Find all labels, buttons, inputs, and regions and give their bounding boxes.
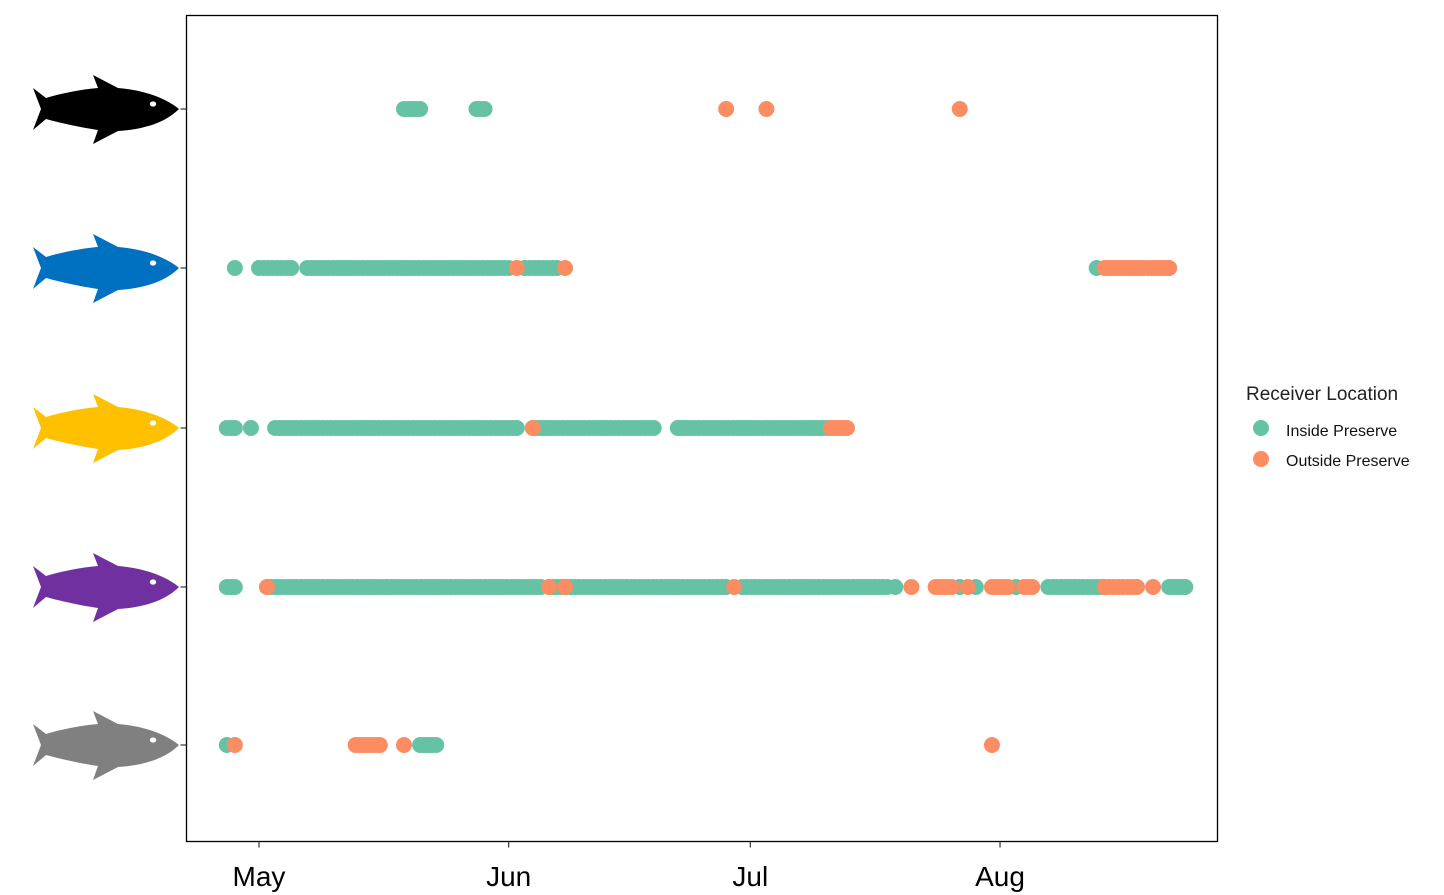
fish-2-icon: [33, 234, 179, 303]
point-outside-preserve-fish-3: [838, 420, 855, 436]
point-outside-preserve-fish-5: [371, 737, 388, 753]
detection-points: [218, 101, 1194, 753]
point-outside-preserve-fish-4: [726, 579, 743, 595]
legend: Receiver Location Inside Preserve Outsid…: [1246, 384, 1410, 470]
legend-swatch-outside: [1253, 451, 1269, 467]
point-inside-preserve-fish-4: [887, 579, 904, 595]
fish-1-body: [33, 75, 179, 144]
point-outside-preserve-fish-2: [557, 260, 574, 276]
fish-4-eye: [149, 579, 157, 585]
fish-4-icon: [33, 553, 179, 622]
point-outside-preserve-fish-4: [259, 579, 276, 595]
fish-2-eye: [149, 260, 157, 266]
series-inside-preserve: [218, 101, 1194, 753]
point-inside-preserve-fish-4: [1177, 579, 1194, 595]
x-tick-label-jun: Jun: [486, 861, 531, 892]
point-outside-preserve-fish-1: [951, 101, 968, 117]
point-inside-preserve-fish-1: [476, 101, 493, 117]
legend-title: Receiver Location: [1246, 384, 1398, 405]
fish-3-icon: [33, 394, 179, 463]
point-outside-preserve-fish-4: [903, 579, 920, 595]
point-outside-preserve-fish-4: [557, 579, 574, 595]
point-outside-preserve-fish-4: [1128, 579, 1145, 595]
legend-label-inside: Inside Preserve: [1286, 423, 1397, 440]
x-axis-ticks: May Jun Jul Aug: [233, 841, 1025, 892]
point-outside-preserve-fish-4: [959, 579, 976, 595]
point-inside-preserve-fish-3: [242, 420, 259, 436]
point-inside-preserve-fish-3: [508, 420, 525, 436]
point-inside-preserve-fish-2: [226, 260, 243, 276]
x-tick-label-may: May: [233, 861, 286, 892]
legend-label-outside: Outside Preserve: [1286, 453, 1410, 470]
fish-5-body: [33, 711, 179, 780]
point-inside-preserve-fish-5: [428, 737, 445, 753]
point-outside-preserve-fish-5: [983, 737, 1000, 753]
point-outside-preserve-fish-1: [718, 101, 735, 117]
point-outside-preserve-fish-5: [226, 737, 243, 753]
point-inside-preserve-fish-1: [412, 101, 429, 117]
fish-3-body: [33, 394, 179, 463]
fish-icons: [33, 75, 179, 780]
fish-2-body: [33, 234, 179, 303]
point-outside-preserve-fish-2: [508, 260, 525, 276]
x-tick-label-jul: Jul: [732, 861, 768, 892]
fish-1-eye: [149, 101, 157, 107]
point-outside-preserve-fish-4: [540, 579, 557, 595]
point-outside-preserve-fish-1: [758, 101, 775, 117]
series-outside-preserve: [226, 101, 1178, 753]
point-outside-preserve-fish-4: [943, 579, 960, 595]
fish-4-body: [33, 553, 179, 622]
point-inside-preserve-fish-2: [283, 260, 300, 276]
legend-swatch-inside: [1253, 420, 1269, 436]
point-outside-preserve-fish-3: [524, 420, 541, 436]
point-outside-preserve-fish-4: [1145, 579, 1162, 595]
y-axis-ticks: [180, 108, 187, 746]
point-outside-preserve-fish-5: [395, 737, 412, 753]
point-inside-preserve-fish-3: [226, 420, 243, 436]
fish-5-eye: [149, 737, 157, 743]
fish-5-icon: [33, 711, 179, 780]
point-outside-preserve-fish-4: [1000, 579, 1017, 595]
point-outside-preserve-fish-2: [1161, 260, 1178, 276]
fish-1-icon: [33, 75, 179, 144]
point-outside-preserve-fish-4: [1024, 579, 1041, 595]
point-inside-preserve-fish-4: [226, 579, 243, 595]
point-inside-preserve-fish-3: [645, 420, 662, 436]
x-tick-label-aug: Aug: [975, 861, 1025, 892]
fish-3-eye: [149, 420, 157, 426]
